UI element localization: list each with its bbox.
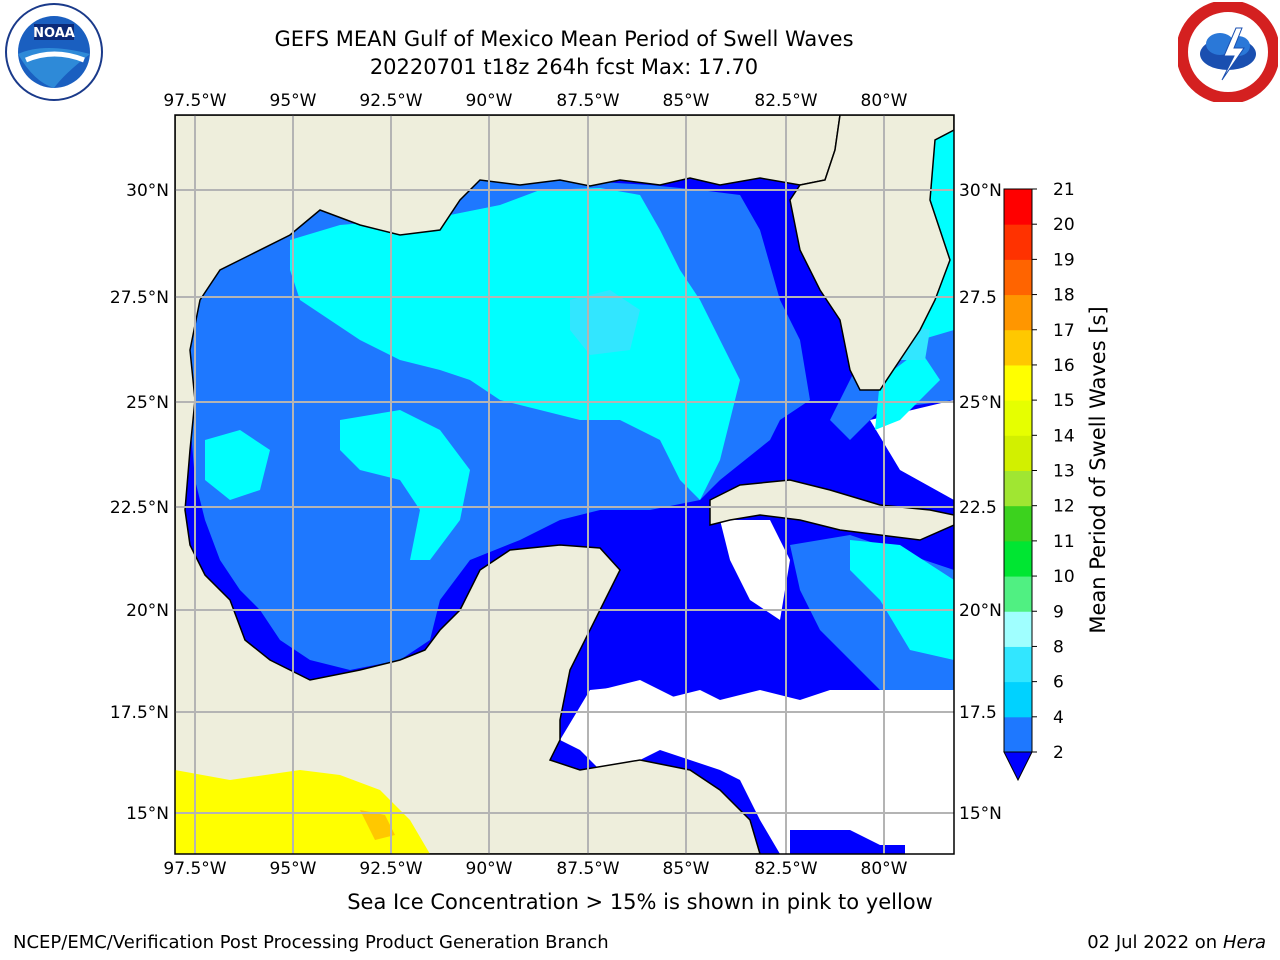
colorbar-swatch (1004, 716, 1032, 753)
no-data-patch (870, 400, 954, 500)
colorbar-swatch (1004, 611, 1032, 647)
colorbar-tick-label: 10 (1053, 567, 1075, 587)
lat-tick: 25°N (126, 393, 169, 413)
lon-tick: 85°W (663, 859, 710, 879)
lat-tick: 15°N (959, 804, 1002, 824)
lat-tick: 25°N (959, 393, 1002, 413)
lon-tick: 95°W (270, 91, 317, 111)
colorbar-swatch (1004, 681, 1032, 718)
lon-tick: 97.5°W (163, 91, 226, 111)
colorbar-tick-label: 8 (1053, 637, 1064, 657)
lon-tick: 92.5°W (359, 859, 422, 879)
colorbar-swatch (1004, 505, 1032, 542)
colorbar-label: Mean Period of Swell Waves [s] (1086, 306, 1110, 633)
colorbar-tick-label: 21 (1053, 180, 1075, 200)
lat-tick: 17.5 (959, 703, 997, 723)
colorbar-tick-label: 6 (1053, 673, 1064, 693)
lat-tick: 17.5°N (110, 703, 169, 723)
colorbar-swatch (1004, 435, 1032, 471)
chart-title: GEFS MEAN Gulf of Mexico Mean Period of … (274, 27, 854, 51)
ocean-6s (340, 410, 470, 560)
map-frame (174, 114, 955, 855)
colorbar-tick-label: 14 (1053, 426, 1075, 446)
colorbar-tick-label: 18 (1053, 286, 1075, 306)
lat-tick: 22.5°N (110, 498, 169, 518)
ocean-6s (875, 350, 940, 430)
colorbar-tick-label: 15 (1053, 391, 1075, 411)
colorbar-tick-label: 20 (1053, 215, 1075, 235)
land-florida (789, 115, 954, 391)
lon-tick: 90°W (466, 91, 513, 111)
lat-tick: 20°N (959, 601, 1002, 621)
graticule (175, 115, 954, 854)
colorbar-underflow (1003, 751, 1033, 782)
lat-tick: 27.5°N (110, 288, 169, 308)
ocean-6s (850, 540, 954, 660)
noaa-logo: NOAA (5, 3, 103, 101)
colorbar-swatch (1004, 400, 1032, 436)
lat-tick: 30°N (126, 181, 169, 201)
lon-tick: 87.5°W (556, 91, 619, 111)
colorbar-swatch (1004, 189, 1032, 225)
colorbar-swatch (1004, 224, 1032, 260)
footer-date-text: 02 Jul 2022 on (1087, 932, 1223, 953)
colorbar-swatch (1004, 294, 1032, 331)
colorbar-swatch (1004, 576, 1032, 612)
lon-tick: 97.5°W (163, 859, 226, 879)
lon-tick: 82.5°W (754, 91, 817, 111)
lon-tick: 82.5°W (754, 859, 817, 879)
lon-ticks-top: 97.5°W 95°W 92.5°W 90°W 87.5°W 85°W 82.5… (163, 91, 907, 111)
lon-tick: 95°W (270, 859, 317, 879)
lat-tick: 20°N (126, 601, 169, 621)
lon-tick: 92.5°W (359, 91, 422, 111)
colorbar-tick-label: 19 (1053, 250, 1075, 270)
lon-tick: 80°W (861, 91, 908, 111)
chart-subtitle: 20220701 t18z 264h fcst Max: 17.70 (369, 55, 759, 79)
colorbar-swatch (1004, 259, 1032, 296)
lon-tick: 85°W (663, 91, 710, 111)
ocean-2s (790, 830, 905, 854)
lat-tick: 22.5 (959, 498, 997, 518)
lat-tick: 27.5 (959, 288, 997, 308)
footer-date: 02 Jul 2022 on Hera (1087, 932, 1266, 953)
colorbar-tick-label: 9 (1053, 602, 1064, 622)
no-data-patch (720, 520, 790, 620)
colorbar-tick-label: 12 (1053, 497, 1075, 517)
land-cuba (709, 479, 954, 541)
colorbar-swatch (1004, 470, 1032, 507)
colorbar-swatch (1004, 364, 1032, 401)
ocean-6s (290, 188, 740, 500)
map-area (175, 115, 954, 854)
lat-ticks-right: 30°N 27.5 25°N 22.5 20°N 17.5 15°N (959, 181, 1002, 824)
colorbar-tick-label: 4 (1053, 708, 1064, 728)
colorbar-tick-label: 2 (1053, 743, 1064, 763)
colorbar: 2 4 6 8 9 10 11 12 13 14 15 16 17 18 19 20 21 (1003, 180, 1075, 782)
colorbar-tick-label: 17 (1053, 321, 1075, 341)
colorbar-swatch (1004, 646, 1032, 683)
lon-ticks-bottom: 97.5°W 95°W 92.5°W 90°W 87.5°W 85°W 82.5… (163, 859, 907, 879)
lat-tick: 15°N (126, 804, 169, 824)
lon-tick: 80°W (861, 859, 908, 879)
svg-text:NOAA: NOAA (33, 26, 75, 41)
lat-tick: 30°N (959, 181, 1002, 201)
ocean-6s (205, 430, 270, 500)
colorbar-swatch (1004, 329, 1032, 366)
footer-host: Hera (1222, 932, 1266, 953)
colorbar-tick-label: 16 (1053, 356, 1075, 376)
nws-logo (1178, 2, 1278, 102)
sea-ice-note: Sea Ice Concentration > 15% is shown in … (347, 890, 933, 914)
footer-credit: NCEP/EMC/Verification Post Processing Pr… (13, 932, 609, 953)
colorbar-swatch (1004, 540, 1032, 577)
sea-ice-orange (360, 810, 395, 840)
colorbar-tick-label: 13 (1053, 462, 1075, 482)
lon-tick: 87.5°W (556, 859, 619, 879)
lon-tick: 90°W (466, 859, 513, 879)
lat-ticks-left: 30°N 27.5°N 25°N 22.5°N 20°N 17.5°N 15°N (110, 181, 169, 824)
colorbar-tick-label: 11 (1053, 532, 1075, 552)
